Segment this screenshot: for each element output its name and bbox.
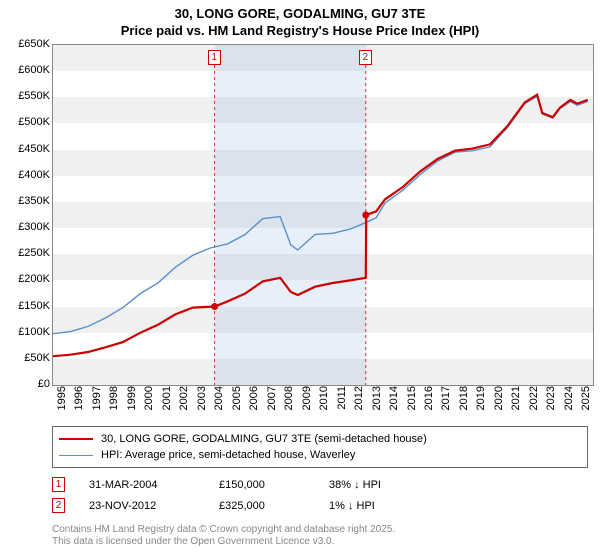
y-tick-label: £350K — [2, 195, 50, 207]
x-tick-label: 2025 — [580, 386, 592, 420]
legend: 30, LONG GORE, GODALMING, GU7 3TE (semi-… — [52, 426, 588, 468]
series-blue — [53, 96, 588, 333]
legend-swatch-blue — [59, 455, 93, 456]
x-tick-label: 2015 — [406, 386, 418, 420]
sale-row: 2 23-NOV-2012£325,0001% ↓ HPI — [52, 495, 429, 516]
x-tick-label: 2020 — [493, 386, 505, 420]
x-tick-label: 2022 — [528, 386, 540, 420]
x-tick-label: 2003 — [196, 386, 208, 420]
x-tick-label: 2010 — [318, 386, 330, 420]
x-tick-label: 1995 — [56, 386, 68, 420]
x-tick-label: 2021 — [510, 386, 522, 420]
marker-2: 2 — [359, 50, 372, 65]
x-tick-label: 2001 — [161, 386, 173, 420]
legend-label-red: 30, LONG GORE, GODALMING, GU7 3TE (semi-… — [101, 433, 427, 445]
series-red — [53, 95, 588, 357]
y-tick-label: £250K — [2, 247, 50, 259]
y-tick-label: £600K — [2, 64, 50, 76]
title-line1: 30, LONG GORE, GODALMING, GU7 3TE — [175, 6, 426, 21]
y-tick-label: £150K — [2, 300, 50, 312]
y-tick-label: £300K — [2, 221, 50, 233]
sale-markers-table: 1 31-MAR-2004£150,00038% ↓ HPI 2 23-NOV-201… — [52, 474, 429, 516]
x-tick-label: 2009 — [301, 386, 313, 420]
x-tick-label: 2002 — [178, 386, 190, 420]
legend-label-blue: HPI: Average price, semi-detached house,… — [101, 449, 355, 461]
x-tick-label: 1997 — [91, 386, 103, 420]
x-tick-label: 2016 — [423, 386, 435, 420]
x-tick-label: 2008 — [283, 386, 295, 420]
x-tick-label: 2004 — [213, 386, 225, 420]
y-tick-label: £450K — [2, 143, 50, 155]
x-tick-label: 2017 — [440, 386, 452, 420]
chart-svg — [53, 45, 593, 385]
legend-row-blue: HPI: Average price, semi-detached house,… — [59, 447, 581, 463]
y-tick-label: £650K — [2, 38, 50, 50]
sale-point — [211, 303, 218, 310]
plot-area — [52, 44, 594, 386]
sale-price: £150,000 — [219, 479, 329, 491]
sale-row: 1 31-MAR-2004£150,00038% ↓ HPI — [52, 474, 429, 495]
sale-point — [362, 212, 369, 219]
marker-1: 1 — [208, 50, 221, 65]
x-tick-label: 2019 — [475, 386, 487, 420]
y-tick-label: £500K — [2, 116, 50, 128]
x-tick-label: 2024 — [563, 386, 575, 420]
x-tick-label: 2005 — [231, 386, 243, 420]
sale-price: £325,000 — [219, 500, 329, 512]
y-tick-label: £50K — [2, 352, 50, 364]
footer: Contains HM Land Registry data © Crown c… — [52, 524, 395, 548]
sale-date: 31-MAR-2004 — [89, 479, 219, 491]
y-tick-label: £400K — [2, 169, 50, 181]
sale-pct: 38% ↓ HPI — [329, 479, 429, 491]
sale-date: 23-NOV-2012 — [89, 500, 219, 512]
y-tick-label: £550K — [2, 90, 50, 102]
sale-marker-id: 2 — [52, 498, 65, 513]
x-tick-label: 2000 — [143, 386, 155, 420]
x-tick-label: 1999 — [126, 386, 138, 420]
x-tick-label: 1998 — [108, 386, 120, 420]
x-tick-label: 2014 — [388, 386, 400, 420]
sale-marker-id: 1 — [52, 477, 65, 492]
x-tick-label: 2012 — [353, 386, 365, 420]
x-tick-label: 2013 — [371, 386, 383, 420]
x-tick-label: 2006 — [248, 386, 260, 420]
x-tick-label: 2023 — [545, 386, 557, 420]
chart-container: 30, LONG GORE, GODALMING, GU7 3TE Price … — [0, 0, 600, 560]
title-line2: Price paid vs. HM Land Registry's House … — [121, 23, 480, 38]
footer-line1: Contains HM Land Registry data © Crown c… — [52, 524, 395, 535]
y-tick-label: £200K — [2, 273, 50, 285]
chart-title: 30, LONG GORE, GODALMING, GU7 3TE Price … — [0, 0, 600, 40]
footer-line2: This data is licensed under the Open Gov… — [52, 536, 334, 547]
legend-swatch-red — [59, 438, 93, 440]
x-tick-label: 1996 — [73, 386, 85, 420]
sale-pct: 1% ↓ HPI — [329, 500, 429, 512]
x-tick-label: 2011 — [336, 386, 348, 420]
y-tick-label: £100K — [2, 326, 50, 338]
y-tick-label: £0 — [2, 378, 50, 390]
legend-row-red: 30, LONG GORE, GODALMING, GU7 3TE (semi-… — [59, 431, 581, 447]
x-tick-label: 2018 — [458, 386, 470, 420]
x-tick-label: 2007 — [266, 386, 278, 420]
